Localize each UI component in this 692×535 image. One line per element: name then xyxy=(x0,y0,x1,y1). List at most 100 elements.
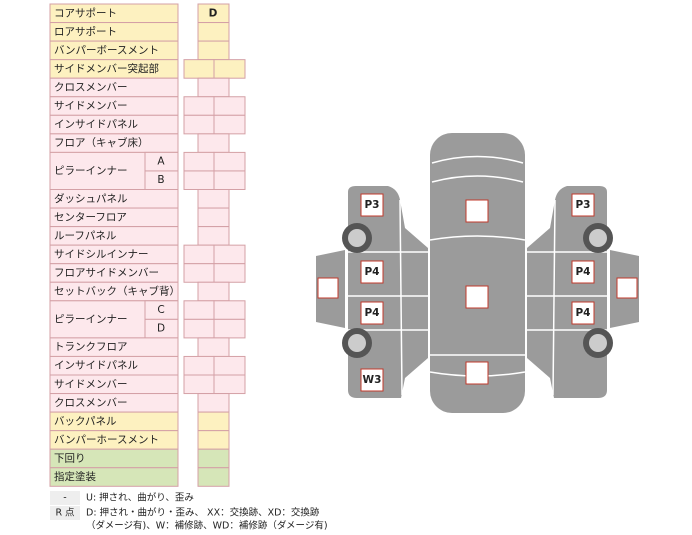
input-cell[interactable] xyxy=(183,114,215,135)
input-cell[interactable] xyxy=(197,133,230,153)
legend-text: （ダメージ有)、W：補修跡、WD：補修跡（ダメージ有) xyxy=(86,520,328,532)
row-label: フロアサイドメンバー xyxy=(54,267,159,279)
part-label: P4 xyxy=(364,266,379,278)
legend-text: U: 押され、曲がり、歪み xyxy=(86,492,194,504)
row-label: フロア（キャブ床） xyxy=(54,136,149,149)
input-cell[interactable] xyxy=(197,207,230,228)
row-label: ダッシュパネル xyxy=(54,192,128,205)
input-cell[interactable] xyxy=(213,355,246,376)
row-label-cell xyxy=(49,467,179,487)
part-label: P4 xyxy=(575,307,590,319)
part-box[interactable] xyxy=(360,301,384,325)
legend-key-box xyxy=(50,506,80,520)
input-cell[interactable] xyxy=(213,263,246,283)
row-label: 指定塗装 xyxy=(54,470,96,483)
input-cell[interactable] xyxy=(213,114,246,135)
sub-label: C xyxy=(157,304,164,316)
sub-label: B xyxy=(157,174,164,186)
input-cell[interactable] xyxy=(197,467,230,487)
input-cell[interactable] xyxy=(197,448,230,469)
input-cell[interactable] xyxy=(197,226,230,246)
input-cell[interactable] xyxy=(213,318,246,339)
row-label: 下回り xyxy=(54,452,86,464)
row-label: クロスメンバー xyxy=(54,81,128,93)
input-cell[interactable] xyxy=(197,22,230,42)
input-cell[interactable] xyxy=(197,281,230,302)
input-cell[interactable] xyxy=(183,300,215,320)
row-label: ピラーインナー xyxy=(54,165,128,177)
row-label: ピラーインナー xyxy=(54,313,128,325)
cell-mark: D xyxy=(209,7,218,19)
side-panel xyxy=(348,186,428,398)
input-cell[interactable] xyxy=(213,170,246,190)
input-cell[interactable] xyxy=(197,393,230,413)
legend-text: D: 押され・曲がり・歪み、 XX：交換跡、XD：交換跡 xyxy=(86,507,320,519)
part-label: P4 xyxy=(364,307,379,319)
row-label: バンパーホースメント xyxy=(54,434,159,446)
row-label: トランクフロア xyxy=(54,341,128,353)
body-seams xyxy=(429,155,526,377)
input-cell[interactable] xyxy=(213,96,246,116)
check-box[interactable] xyxy=(465,285,489,309)
input-cell[interactable] xyxy=(213,300,246,320)
row-label: ロアサポート xyxy=(54,26,117,38)
row-label: バンパーボースメント xyxy=(54,44,159,56)
row-label: インサイドパネル xyxy=(54,360,138,372)
check-box[interactable] xyxy=(317,277,339,299)
input-cell[interactable] xyxy=(197,337,230,357)
wheel-hub xyxy=(348,334,366,352)
row-label: サイドメンバー xyxy=(54,378,128,390)
check-box[interactable] xyxy=(465,361,489,385)
input-cell[interactable] xyxy=(213,374,246,395)
side-seams xyxy=(348,199,428,396)
right-side xyxy=(526,185,640,399)
input-cell[interactable] xyxy=(213,244,246,265)
input-cell[interactable] xyxy=(213,151,246,172)
part-box[interactable] xyxy=(571,301,595,325)
legend-key-box xyxy=(50,491,80,505)
input-cell[interactable] xyxy=(183,244,215,265)
check-box[interactable] xyxy=(465,199,489,223)
sub-label: A xyxy=(157,156,165,168)
input-cell[interactable] xyxy=(183,96,215,116)
input-cell[interactable] xyxy=(183,59,215,79)
left-side xyxy=(316,186,428,398)
part-box[interactable] xyxy=(360,368,384,392)
input-cell[interactable] xyxy=(197,77,230,98)
sub-label: D xyxy=(157,323,165,335)
part-box[interactable] xyxy=(360,193,384,217)
row-label: バックパネル xyxy=(54,415,116,427)
part-box[interactable] xyxy=(571,260,595,284)
row-label: センターフロア xyxy=(54,211,127,223)
vehicle-body xyxy=(430,133,525,413)
legend-key: R 点 xyxy=(55,508,75,519)
input-cell[interactable] xyxy=(183,355,215,376)
row-label: ルーフパネル xyxy=(54,230,116,242)
input-cell[interactable] xyxy=(183,374,215,395)
part-label: P3 xyxy=(364,199,379,211)
row-label: サイドメンバー xyxy=(54,100,128,112)
row-label: サイドメンバー突起部 xyxy=(54,62,159,75)
wheel-hub xyxy=(348,229,366,247)
input-cell[interactable] xyxy=(197,430,230,450)
input-cell[interactable] xyxy=(183,170,215,190)
row-label: サイドシルインナー xyxy=(54,248,149,260)
part-label: P3 xyxy=(575,199,590,211)
row-label: クロスメンバー xyxy=(54,397,128,409)
part-box[interactable] xyxy=(360,260,384,284)
input-cell[interactable] xyxy=(183,151,215,172)
input-cell[interactable] xyxy=(197,411,230,432)
input-cell[interactable] xyxy=(183,263,215,283)
part-label: P4 xyxy=(575,266,590,278)
input-cell[interactable] xyxy=(197,40,230,61)
input-cell[interactable] xyxy=(213,59,246,79)
part-box[interactable] xyxy=(571,193,595,217)
part-label: W3 xyxy=(363,374,382,386)
input-cell[interactable] xyxy=(183,318,215,339)
legend-key: - xyxy=(63,493,66,504)
row-label: コアサポート xyxy=(54,7,117,19)
row-label: セットバック（キャブ背） xyxy=(54,285,180,298)
input-cell[interactable] xyxy=(197,189,230,209)
